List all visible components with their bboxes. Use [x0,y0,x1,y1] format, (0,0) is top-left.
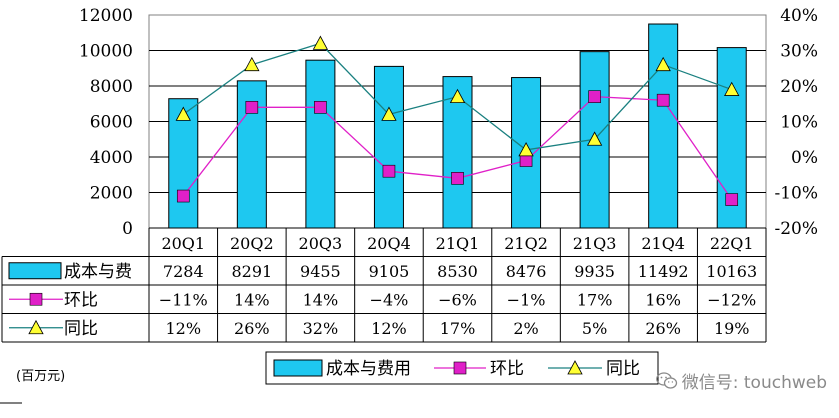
bar [168,98,199,229]
bar [648,23,679,229]
table-series-name: 成本与费 [64,262,132,282]
table-cell-value: 26% [234,319,270,338]
x-axis-category-label: 21Q2 [504,234,548,253]
table-cell-value: 9105 [369,262,410,281]
right-axis-tick-label: 40% [780,6,818,26]
left-axis-tick-label: 6000 [90,113,133,133]
bar [373,65,404,229]
unit-label: (百万元) [16,369,66,384]
x-axis-category-label: 20Q3 [299,234,343,253]
table-cell-value: 8291 [231,262,272,281]
square-marker [588,90,601,103]
square-marker [656,93,670,107]
table-cell-value: −1% [507,290,546,309]
left-axis-tick-label: 0 [122,219,133,239]
table-cell-value: 14% [303,290,339,309]
x-axis-category-label: 20Q2 [230,234,274,253]
table-cell-value: 8476 [506,262,547,281]
x-axis-category-label: 20Q1 [161,234,205,253]
triangle-marker [175,106,191,121]
legend-key-square-marker [453,361,467,375]
triangle-marker [518,142,534,157]
x-axis-category-label: 22Q1 [710,234,754,253]
x-axis-category-label: 20Q4 [367,234,411,253]
square-marker [725,193,739,206]
left-axis-tick-label: 4000 [90,148,133,168]
triangle-marker [381,106,397,121]
table-series-name: 环比 [64,290,98,310]
right-axis-tick-label: -10% [774,184,818,204]
legend-key-triangle-marker [567,360,583,375]
right-axis-tick-label: 10% [780,113,818,133]
table-cell-value: 9455 [300,262,341,281]
legend-label: 成本与费用 [326,359,411,379]
table-cell-value: −4% [370,290,409,309]
left-axis-tick-label: 12000 [79,6,133,26]
table-series-name: 同比 [64,319,98,339]
right-axis-tick-label: 30% [780,42,818,62]
square-marker [382,164,396,178]
x-axis-category-label: 21Q1 [436,234,480,253]
table-cell-value: 2% [513,319,538,338]
triangle-marker [312,35,329,50]
right-axis-tick-label: 20% [780,77,818,97]
x-axis-category-label: 21Q4 [641,234,685,253]
square-marker [176,189,190,203]
watermark: 微信号: touchweb [655,368,827,393]
table-cell-value: −6% [438,290,477,309]
table-cell-value: 11492 [638,262,689,281]
table-cell-value: 5% [582,319,607,338]
table-cell-value: 32% [303,319,339,338]
triangle-marker [244,56,260,72]
table-cell-value: 16% [645,290,681,309]
bar [305,59,336,229]
right-axis-tick-label: -20% [774,219,818,239]
left-axis-tick-label: 10000 [79,42,133,62]
table-cell-value: −12% [707,290,756,309]
left-axis-tick-label: 8000 [90,77,133,97]
triangle-marker [655,56,671,72]
wechat-icon [655,371,677,389]
triangle-marker [586,131,603,146]
table-key-triangle-marker [28,319,44,335]
square-marker [451,172,464,185]
table-cell-value: 19% [714,319,750,338]
square-marker [519,154,533,167]
table-cell-value: −11% [159,290,208,309]
table-key-bar [8,262,62,280]
legend-label: 同比 [606,359,640,379]
table-cell-value: 14% [234,290,270,309]
triangle-marker [449,88,466,104]
table-cell-value: 9935 [574,262,615,281]
table-cell-value: 12% [371,319,407,338]
table-key-square-marker [29,292,43,306]
table-cell-value: 7284 [163,262,204,281]
legend-key-bar [273,359,323,377]
table-cell-value: 26% [645,319,681,338]
right-axis-tick-label: 0% [791,148,818,168]
legend-label: 环比 [490,359,524,379]
table-cell-value: 10163 [706,262,757,281]
table-cell-value: 12% [165,319,201,338]
table-cell-value: 17% [440,319,476,338]
table-cell-value: 17% [577,290,613,309]
watermark-text: 微信号: touchweb [681,373,827,393]
x-axis-category-label: 21Q3 [573,234,617,253]
square-marker [245,101,259,114]
table-cell-value: 8530 [437,262,478,281]
square-marker [314,101,327,114]
triangle-marker [724,81,740,96]
left-axis-tick-label: 2000 [90,184,133,204]
